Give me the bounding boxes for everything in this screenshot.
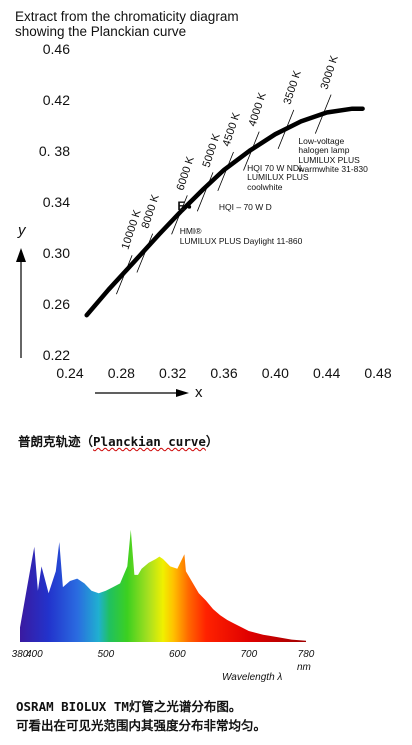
y-tick-label: 0. 38	[38, 143, 70, 159]
spectrum-x-label: Wavelength λ	[222, 672, 283, 683]
x-tick-label: 0.40	[261, 365, 289, 381]
y-tick-label: 0.42	[42, 92, 70, 108]
y-tick-label: 0.46	[42, 41, 70, 57]
spectrum-x-unit: nm	[297, 662, 311, 673]
x-tick-label: 0.24	[56, 365, 84, 381]
annotation-text: HMI® LUMILUX PLUS Daylight 11-860	[179, 226, 303, 246]
planckian-caption-cn: 普朗克轨迹（	[18, 434, 94, 449]
x-tick-label: 0.28	[107, 365, 135, 381]
cct-iso-line	[136, 233, 154, 273]
y-tick-label: 0.34	[42, 194, 70, 210]
x-axis-label: x	[195, 384, 203, 401]
spectrum-area	[20, 529, 306, 642]
spectrum-chart	[20, 529, 306, 642]
planckian-caption-close: ）	[205, 434, 219, 449]
chart-title: Extract from the chromaticity diagram sh…	[15, 9, 239, 39]
planckian-curve-line	[84, 106, 365, 318]
x-tick-label: 0.44	[313, 365, 341, 381]
cct-iso-line	[116, 255, 133, 295]
x-tick-label: 0.36	[210, 365, 238, 381]
spectrum-tick-label: 700	[240, 649, 258, 660]
y-tick-label: 0.22	[42, 347, 70, 363]
annotation-text: Low-voltage halogen lamp LUMILUX PLUS wa…	[298, 135, 368, 175]
spectrum-tick-label: 380	[11, 649, 29, 660]
spectrum-tick-label: 400	[25, 649, 43, 660]
x-axis-arrowhead	[176, 389, 189, 397]
y-tick-label: 0.26	[42, 296, 70, 312]
planckian-chart	[16, 94, 365, 397]
planckian-caption-en: Planckian curve	[93, 434, 206, 449]
osram-caption-line2: 可看出在可见光范围内其强度分布非常均匀。	[16, 718, 267, 733]
spectrum-tick-label: 600	[168, 649, 186, 660]
cct-iso-line	[171, 195, 188, 235]
spectrum-tick-label: 780	[297, 649, 315, 660]
osram-caption-line1: OSRAM BIOLUX TM灯管之光谱分布图。	[16, 699, 242, 714]
chart-title-line2: showing the Planckian curve	[15, 24, 187, 39]
osram-caption: OSRAM BIOLUX TM灯管之光谱分布图。 可看出在可见光范围内其强度分布…	[16, 697, 266, 735]
cct-iso-line	[243, 131, 260, 171]
y-tick-label: 0.30	[42, 245, 70, 261]
x-tick-label: 0.48	[364, 365, 392, 381]
y-axis-label: y	[18, 222, 26, 239]
x-tick-label: 0.32	[159, 365, 187, 381]
planckian-caption: 普朗克轨迹（Planckian curve）	[18, 431, 218, 450]
y-axis-arrowhead	[16, 248, 26, 262]
annotation-text: HQI – 70 W D	[218, 202, 272, 212]
point-e-label: E	[177, 198, 186, 213]
cct-iso-line	[314, 94, 332, 134]
spectrum-tick-label: 500	[97, 649, 115, 660]
cct-iso-line	[196, 172, 214, 212]
chart-title-line1: Extract from the chromaticity diagram	[15, 9, 239, 24]
cct-iso-line	[217, 151, 234, 192]
cct-iso-line	[277, 109, 295, 150]
point-e-marker	[187, 205, 192, 209]
annotation-text: HQI 70 W NDL LUMILUX PLUS coolwhite	[247, 162, 309, 192]
